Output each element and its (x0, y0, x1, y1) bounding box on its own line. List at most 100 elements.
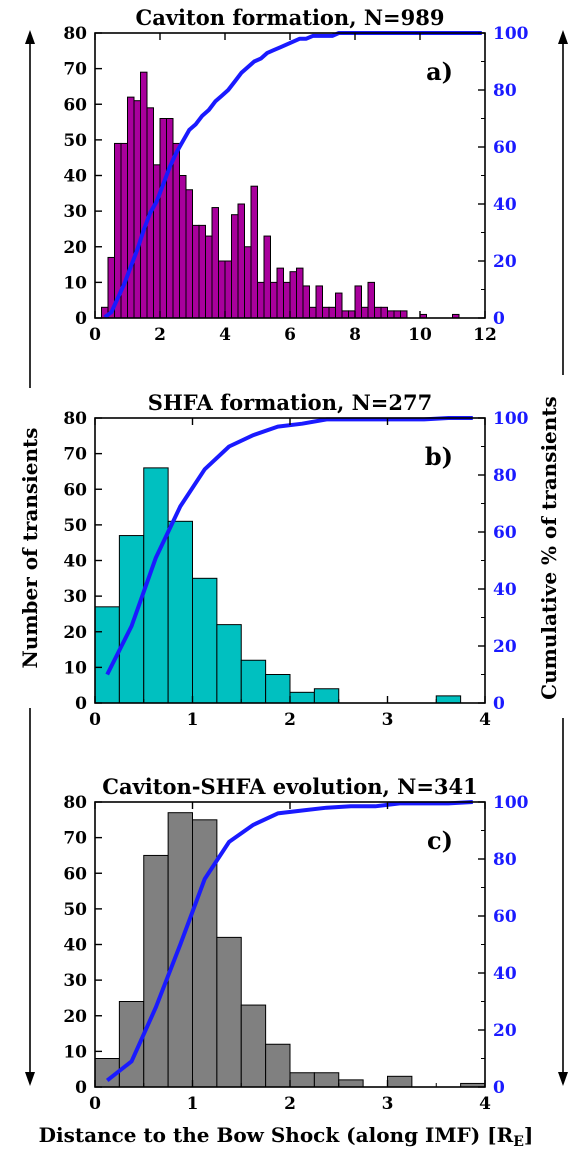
histogram-bar (143, 854, 169, 1088)
histogram-bar (167, 520, 193, 704)
histogram-bar (400, 310, 408, 319)
histogram-bar (231, 214, 239, 319)
histogram-bar (309, 306, 317, 319)
y2-tick-label: 100 (493, 793, 529, 813)
y2-tick-label: 20 (493, 1021, 517, 1041)
x-tick-label: 4 (479, 1094, 491, 1114)
histogram-bar (118, 535, 145, 704)
histogram-bar (211, 207, 219, 319)
histogram-bar (216, 624, 242, 704)
y2-tick-label: 0 (493, 1078, 505, 1098)
histogram-bar (192, 819, 218, 1088)
panel-label: b) (425, 442, 453, 471)
histogram-bar (216, 936, 242, 1088)
histogram-bar (192, 577, 218, 704)
cumulative-line (105, 416, 473, 676)
histogram-bar (265, 1043, 291, 1088)
histogram-bar (127, 96, 135, 319)
histogram-bar (328, 306, 336, 319)
y-tick-label: 80 (63, 24, 87, 44)
left-axis-label: Number of transients (18, 428, 42, 669)
x-tick-label: 1 (187, 1094, 199, 1114)
x-tick-label: 3 (382, 710, 394, 730)
x-tick-label: 0 (89, 710, 101, 730)
histogram-bar (224, 260, 232, 319)
histogram-bar (250, 185, 258, 319)
y2-tick-label: 40 (493, 964, 517, 984)
y-tick-label: 30 (63, 202, 87, 222)
y-tick-label: 50 (63, 131, 87, 151)
histogram-bar (289, 691, 315, 704)
y-tick-label: 10 (63, 273, 87, 293)
left-arrow-up-head (25, 30, 35, 44)
cumulative-line (105, 800, 473, 1082)
histogram-bar (166, 118, 174, 319)
y2-tick-label: 0 (493, 694, 505, 714)
y-tick-label: 0 (75, 1078, 87, 1098)
y-tick-label: 60 (63, 95, 87, 115)
right-arrow-down-head (558, 1072, 568, 1086)
histogram-bar (289, 271, 297, 319)
histogram-bar (218, 260, 226, 319)
right-arrow-up-head (558, 30, 568, 44)
histogram-bar (265, 674, 291, 704)
histogram-bar (244, 246, 252, 319)
y-tick-label: 10 (63, 658, 87, 678)
x-tick-label: 6 (284, 325, 296, 345)
y2-tick-label: 100 (493, 24, 529, 44)
histogram-bar (361, 306, 369, 319)
chart-title: Caviton-SHFA evolution, N=341 (102, 774, 478, 799)
histogram-bar (270, 281, 278, 319)
histogram-bar (192, 224, 200, 319)
y-tick-label: 20 (63, 238, 87, 258)
histogram-bar (263, 235, 271, 319)
x-tick-label: 2 (284, 710, 296, 730)
y-tick-label: 50 (63, 900, 87, 920)
x-tick-label: 1 (187, 710, 199, 730)
panel-label: a) (426, 57, 453, 86)
figure-annotations: Number of transients Cumulative % of tra… (18, 30, 568, 1150)
chart-title: SHFA formation, N=277 (148, 390, 432, 415)
x-tick-label: 12 (473, 325, 497, 345)
histogram-bar (393, 310, 401, 319)
x-tick-label: 2 (284, 1094, 296, 1114)
x-tick-label: 0 (89, 1094, 101, 1114)
x-tick-label: 0 (89, 325, 101, 345)
y-tick-label: 10 (63, 1042, 87, 1062)
left-arrow-down-head (25, 1072, 35, 1086)
x-tick-label: 4 (479, 710, 491, 730)
histogram-bar (276, 267, 284, 319)
y2-tick-label: 20 (493, 252, 517, 272)
y2-tick-label: 60 (493, 138, 517, 158)
histogram-bar (133, 100, 141, 319)
histogram-bar (198, 224, 206, 319)
histogram-bar (315, 285, 323, 319)
histogram-bar (283, 281, 291, 319)
y-tick-label: 80 (63, 793, 87, 813)
x-axis-label-main: Distance to the Bow Shock (along IMF) [R (39, 1123, 514, 1147)
histogram-bar (341, 310, 349, 319)
histogram-bar (153, 164, 161, 319)
histogram-bar (237, 203, 245, 319)
y-tick-label: 50 (63, 516, 87, 536)
y2-tick-label: 40 (493, 580, 517, 600)
x-tick-label: 3 (382, 1094, 394, 1114)
x-tick-label: 8 (349, 325, 361, 345)
histogram-bar (348, 310, 356, 319)
histogram-bar (185, 189, 193, 319)
histogram-bar (354, 285, 362, 319)
y-tick-label: 60 (63, 864, 87, 884)
histogram-bar (205, 235, 213, 319)
y-tick-label: 20 (63, 1007, 87, 1027)
y2-tick-label: 80 (493, 850, 517, 870)
y-tick-label: 80 (63, 409, 87, 429)
y-tick-label: 0 (75, 694, 87, 714)
y2-tick-label: 20 (493, 637, 517, 657)
chart-title: Caviton formation, N=989 (136, 5, 445, 30)
histogram-bar (313, 1072, 340, 1088)
x-axis-label-end: ] (524, 1123, 533, 1147)
y2-tick-label: 60 (493, 523, 517, 543)
